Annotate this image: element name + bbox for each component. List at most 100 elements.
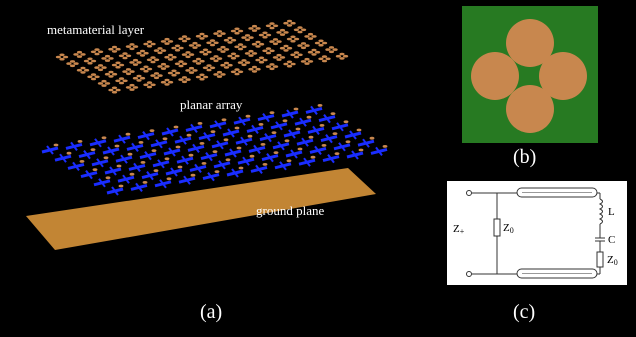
metamaterial-patch — [290, 35, 296, 39]
metamaterial-patch — [139, 67, 145, 71]
metamaterial-patch — [216, 75, 223, 78]
metamaterial-patch — [203, 34, 209, 38]
metamaterial-patch — [227, 63, 233, 67]
metamaterial-patch — [129, 70, 135, 73]
dipole-arm — [314, 145, 322, 155]
array-patch — [356, 128, 362, 132]
dipole-arm — [255, 164, 263, 174]
dipole-arm — [98, 178, 106, 188]
metamaterial-patch — [111, 63, 117, 67]
metamaterial-patch — [269, 22, 275, 25]
metamaterial-patch — [224, 48, 230, 51]
metamaterial-patch — [150, 83, 156, 87]
metamaterial-patch — [73, 62, 79, 65]
metamaterial-patch — [325, 48, 331, 51]
array-patch — [317, 104, 323, 107]
metamaterial-patch — [185, 69, 191, 72]
metamaterial-patch — [241, 59, 247, 62]
array-patch — [138, 141, 144, 144]
metamaterial-patch — [322, 41, 328, 45]
metamaterial-patch — [220, 45, 226, 49]
dipole-arm — [375, 146, 383, 156]
metamaterial-patch — [76, 68, 82, 72]
metamaterial-patch — [269, 63, 275, 66]
metamaterial-patch — [234, 72, 240, 76]
dipole-arm — [240, 136, 248, 146]
array-patch — [140, 161, 146, 164]
array-patch — [105, 176, 111, 180]
metamaterial-patch — [265, 47, 272, 50]
dipole-arm — [72, 161, 80, 171]
metamaterial-patch — [210, 66, 216, 70]
metamaterial-patch — [108, 70, 114, 74]
array-patch — [282, 119, 288, 123]
panel-a-caption: (a) — [200, 301, 223, 323]
metamaterial-patch — [185, 37, 191, 41]
dipole-arm — [94, 138, 102, 148]
array-patch — [343, 120, 349, 124]
dipole-arm — [231, 168, 239, 178]
metamaterial-patch — [59, 53, 65, 57]
array-patch — [53, 143, 59, 147]
unit-cell-drawing — [462, 6, 598, 143]
metamaterial-patch — [227, 41, 233, 44]
array-patch — [319, 124, 325, 127]
dipole-arm — [288, 129, 296, 139]
metamaterial-patch — [195, 57, 202, 61]
array-patch — [190, 173, 196, 177]
metamaterial-patch — [297, 44, 303, 47]
dipole-arm — [290, 149, 298, 159]
dipole-arm — [155, 139, 163, 149]
dipole-arm — [146, 171, 154, 181]
metamaterial-patch — [182, 62, 188, 66]
metamaterial-patch — [161, 49, 167, 52]
metamaterial-patch — [192, 69, 198, 72]
metamaterial-patch — [216, 48, 222, 51]
metamaterial-patch — [136, 51, 142, 55]
array-patch — [79, 160, 85, 163]
metamaterial-patch — [241, 36, 247, 39]
array-patch — [286, 159, 292, 163]
metamaterial-patch — [146, 85, 153, 89]
metamaterial-patch — [248, 67, 254, 71]
metamaterial-patch — [252, 52, 258, 55]
array-patch — [223, 138, 229, 142]
metamaterial-patch — [118, 81, 125, 85]
metamaterial-patch — [223, 38, 229, 42]
metamaterial-patch — [147, 67, 153, 71]
metamaterial-patch — [104, 72, 110, 76]
array-patch — [103, 156, 109, 160]
metamaterial-patch — [129, 47, 135, 51]
metamaterial-patch — [234, 31, 240, 35]
metamaterial-patch — [230, 56, 237, 60]
metamaterial-patch — [279, 33, 286, 36]
metamaterial-patch — [199, 37, 205, 40]
metamaterial-patch — [143, 42, 149, 46]
metamaterial-patch — [164, 78, 170, 82]
dipole-arm — [266, 153, 274, 163]
metamaterial-patch — [69, 60, 76, 63]
metamaterial-patch — [168, 40, 174, 43]
metamaterial-patch — [300, 60, 306, 63]
metamaterial-patch — [297, 30, 303, 34]
metamaterial-patch — [213, 41, 219, 45]
metamaterial-patch — [332, 48, 338, 51]
metamaterial-patch — [318, 39, 324, 43]
metamaterial-patch — [294, 37, 300, 41]
metamaterial-patch — [304, 44, 310, 47]
array-patch — [162, 137, 168, 141]
metamaterial-patch — [343, 54, 349, 58]
metamaterial-patch — [279, 46, 285, 50]
dipole-arm — [133, 162, 141, 172]
metamaterial-patch — [171, 46, 177, 50]
metamaterial-patch — [335, 54, 341, 58]
metamaterial-patch — [230, 52, 237, 56]
array-patch — [118, 184, 124, 188]
panel-b-caption: (b) — [513, 146, 537, 168]
metamaterial-patch — [160, 80, 166, 84]
dipole-arm — [131, 142, 139, 152]
metamaterial-patch — [91, 59, 97, 63]
patch-top — [506, 19, 554, 67]
metamaterial-patch — [216, 30, 223, 33]
